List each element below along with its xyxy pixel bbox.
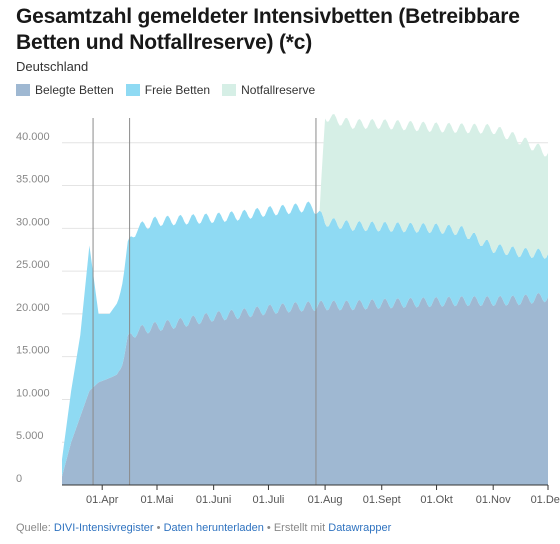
y-tick-label: 40.000	[16, 131, 50, 143]
footer-source-prefix: Quelle:	[16, 522, 51, 534]
series-area-notfallreserve	[319, 114, 548, 259]
y-tick-label: 35.000	[16, 174, 50, 186]
y-tick-label: 30.000	[16, 216, 50, 228]
y-tick-label: 0	[16, 473, 22, 485]
footer-bullet: •	[266, 522, 271, 534]
legend: Belegte Betten Freie Betten Notfallreser…	[16, 83, 327, 97]
x-tick-label: 01.Juli	[253, 494, 285, 506]
x-tick-label: 01.Nov	[476, 494, 511, 506]
legend-item-freie: Freie Betten	[125, 83, 211, 97]
legend-swatch-notfallreserve	[222, 84, 237, 96]
footer-bullet: •	[156, 522, 161, 534]
chart-subtitle: Deutschland	[16, 59, 89, 74]
chart-title: Gesamtzahl gemeldeter Intensivbetten (Be…	[16, 5, 520, 54]
series-area-belegte-betten	[62, 292, 548, 485]
legend-item-belegte: Belegte Betten	[16, 83, 114, 97]
x-tick-label: 01.Mai	[140, 494, 173, 506]
chart-footer: Quelle: DIVI-Intensivregister • Daten he…	[16, 522, 391, 534]
legend-swatch-freie	[125, 84, 140, 96]
footer-tool-link[interactable]: Datawrapper	[328, 522, 392, 534]
footer-source-link[interactable]: DIVI-Intensivregister	[53, 522, 154, 534]
x-tick-label: 01.Apr	[86, 494, 119, 506]
y-tick-label: 5.000	[16, 430, 44, 442]
legend-label-belegte: Belegte Betten	[35, 83, 114, 97]
legend-label-freie: Freie Betten	[144, 83, 211, 97]
y-tick-label: 10.000	[16, 387, 50, 399]
legend-item-notfallreserve: Notfallreserve	[222, 83, 315, 97]
y-tick-label: 15.000	[16, 345, 50, 357]
footer-created-with: Erstellt mit	[273, 522, 326, 534]
y-tick-label: 20.000	[16, 302, 50, 314]
footer-download-link[interactable]: Daten herunterladen	[163, 522, 264, 534]
legend-label-notfallreserve: Notfallreserve	[241, 83, 316, 97]
x-tick-label: 01.Aug	[308, 494, 343, 506]
x-tick-label: 01.Sept	[363, 494, 401, 506]
y-tick-label: 25.000	[16, 259, 50, 271]
series-area-freie-betten	[62, 201, 548, 477]
legend-swatch-belegte	[16, 84, 30, 96]
x-tick-label: 01.Dez	[531, 494, 560, 506]
x-tick-label: 01.Okt	[420, 494, 452, 506]
x-tick-label: 01.Juni	[196, 494, 231, 506]
area-chart: 0 5.000 10.000 15.000 20.000 25.000 30.000 35.0…	[16, 114, 560, 506]
